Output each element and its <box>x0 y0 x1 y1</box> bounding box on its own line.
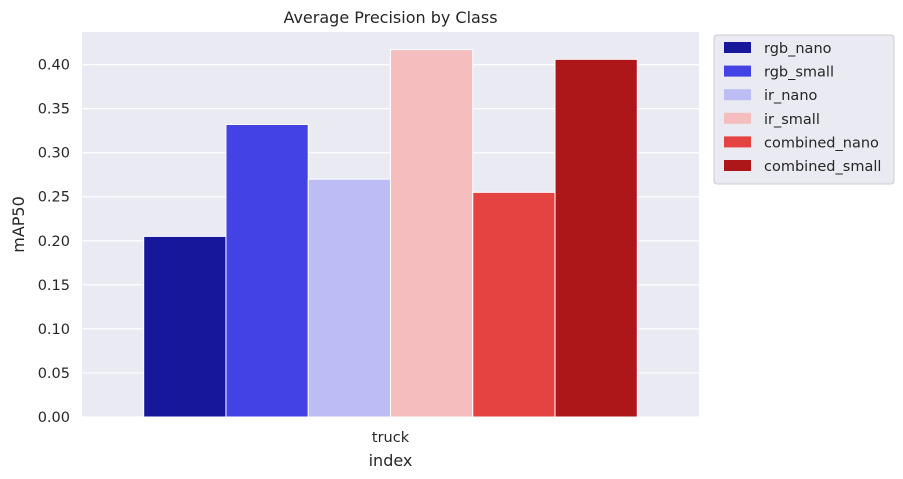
legend-swatch <box>724 42 751 53</box>
y-tick-label: 0.00 <box>38 410 70 426</box>
bars <box>143 49 638 418</box>
y-tick-label: 0.30 <box>38 146 70 162</box>
x-axis-ticks: truck <box>372 430 410 446</box>
legend-swatch <box>724 89 751 101</box>
y-axis-label: mAP50 <box>9 196 28 253</box>
legend-swatch <box>724 112 751 124</box>
y-tick-label: 0.40 <box>38 58 70 74</box>
legend-swatch <box>724 65 751 77</box>
y-tick-label: 0.05 <box>38 366 70 382</box>
bar-combined-small <box>554 58 638 418</box>
legend-label: ir_nano <box>764 88 818 104</box>
y-tick-label: 0.10 <box>38 322 70 338</box>
bar-rgb-nano <box>143 235 227 418</box>
y-tick-label: 0.25 <box>38 190 70 206</box>
bar-ir-small <box>390 49 474 418</box>
legend-label: combined_nano <box>764 135 879 151</box>
legend-box <box>713 34 895 185</box>
x-tick-label: truck <box>372 430 410 446</box>
y-tick-label: 0.35 <box>38 102 70 118</box>
bar-rgb-small <box>225 124 309 418</box>
legend-label: ir_small <box>764 112 820 128</box>
chart-title: Average Precision by Class <box>283 8 497 27</box>
legend: rgb_nano rgb_small ir_nano ir_small combined… <box>713 34 895 185</box>
legend-label: rgb_nano <box>764 41 832 57</box>
legend-swatch <box>724 136 751 148</box>
y-tick-label: 0.15 <box>38 278 70 294</box>
y-tick-label: 0.20 <box>38 234 70 250</box>
bar-ir-nano <box>307 178 392 418</box>
x-axis-label: index <box>369 451 413 470</box>
y-axis-ticks: 0.00 0.05 0.10 0.15 0.20 0.25 0.30 0.35 0.40 <box>38 58 70 426</box>
legend-label: combined_small <box>764 159 881 175</box>
legend-swatch <box>724 160 751 171</box>
legend-label: rgb_small <box>764 65 834 81</box>
bar-combined-nano <box>472 191 556 418</box>
